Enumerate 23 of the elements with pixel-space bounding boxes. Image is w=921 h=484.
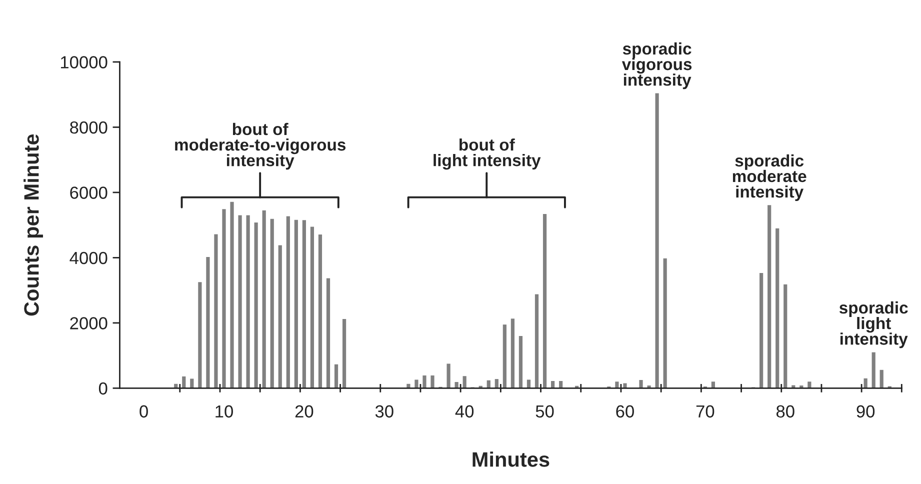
x-tick-label: 90	[856, 405, 875, 418]
y-axis-title: Counts per Minute	[24, 134, 43, 316]
y-tick-label: 2000	[70, 317, 108, 330]
annotation: sporadic light intensity	[839, 301, 908, 348]
x-tick-label: 10	[216, 405, 233, 418]
y-tick-label: 10000	[60, 56, 108, 68]
x-tick-label: 40	[455, 405, 474, 418]
y-tick-label: 4000	[70, 252, 108, 264]
y-tick-label: 8000	[70, 121, 108, 134]
x-tick-label: 20	[295, 405, 314, 418]
x-tick-label: 80	[776, 405, 794, 418]
y-tick-label: 0	[98, 382, 108, 395]
x-tick-label: 60	[616, 405, 634, 418]
x-axis-title: Minutes	[472, 452, 550, 467]
x-tick-label: 50	[536, 405, 554, 418]
annotation: sporadic vigorous intensity	[622, 42, 692, 90]
annotation: bout of light intensity	[434, 138, 541, 170]
annotation: sporadic moderate intensity	[732, 154, 806, 201]
y-tick-label: 6000	[70, 186, 108, 199]
x-tick-label: 0	[140, 405, 148, 418]
x-tick-label: 70	[696, 405, 714, 418]
x-tick-label: 30	[375, 405, 394, 418]
annotation: bout of moderate-to-vigorous intensity	[175, 122, 346, 170]
